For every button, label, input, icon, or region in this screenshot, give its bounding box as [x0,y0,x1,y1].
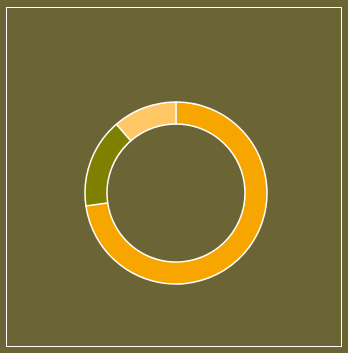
donut-slice-2 [84,123,132,207]
plot-area-border [6,7,342,347]
donut-slice-1 [85,101,268,285]
donut-slice-3 [115,101,177,142]
